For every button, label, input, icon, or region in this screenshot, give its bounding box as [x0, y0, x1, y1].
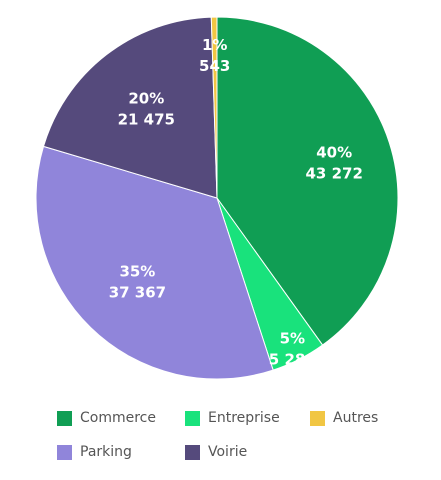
slice-label-entreprise: 5% 5 280 [269, 330, 316, 369]
slice-label-parking: 35% 37 367 [109, 263, 166, 302]
legend-item-commerce[interactable]: Commerce [57, 408, 156, 428]
slice-percent-label: 1% [202, 36, 227, 54]
pie-slices [35, 16, 399, 380]
slice-label-autres: 1% 543 [199, 36, 230, 75]
slice-label-commerce: 40% 43 272 [305, 143, 362, 182]
slice-value-label: 43 272 [305, 164, 362, 182]
pie-slice-autres[interactable] [210, 16, 218, 199]
legend-swatch [57, 410, 72, 426]
legend-item-entreprise[interactable]: Entreprise [185, 408, 280, 428]
legend-item-voirie[interactable]: Voirie [185, 442, 247, 462]
legend-item-parking[interactable]: Parking [57, 442, 132, 462]
slice-percent-label: 40% [316, 143, 352, 161]
legend-item-autres[interactable]: Autres [310, 408, 378, 428]
slice-percent-label: 5% [280, 330, 305, 348]
slice-percent-label: 35% [119, 263, 155, 281]
slice-percent-label: 20% [128, 89, 164, 107]
legend-swatch [185, 444, 200, 460]
slice-value-label: 21 475 [118, 110, 175, 128]
legend-swatch [310, 410, 325, 426]
legend-label: Parking [80, 444, 132, 460]
legend-label: Voirie [208, 444, 248, 460]
pie-slice-commerce[interactable] [216, 16, 399, 346]
slice-label-voirie: 20% 21 475 [118, 89, 175, 128]
slice-value-label: 37 367 [109, 284, 166, 302]
slice-value-label: 5 280 [269, 351, 316, 369]
legend-label: Autres [333, 410, 379, 426]
legend-label: Commerce [80, 410, 156, 426]
slice-value-label: 543 [199, 57, 230, 75]
legend-label: Entreprise [208, 410, 280, 426]
legend-swatch [57, 444, 72, 460]
legend-swatch [185, 410, 200, 426]
pie-slice-parking[interactable] [35, 145, 274, 380]
pie-slice-voirie[interactable] [42, 16, 218, 199]
